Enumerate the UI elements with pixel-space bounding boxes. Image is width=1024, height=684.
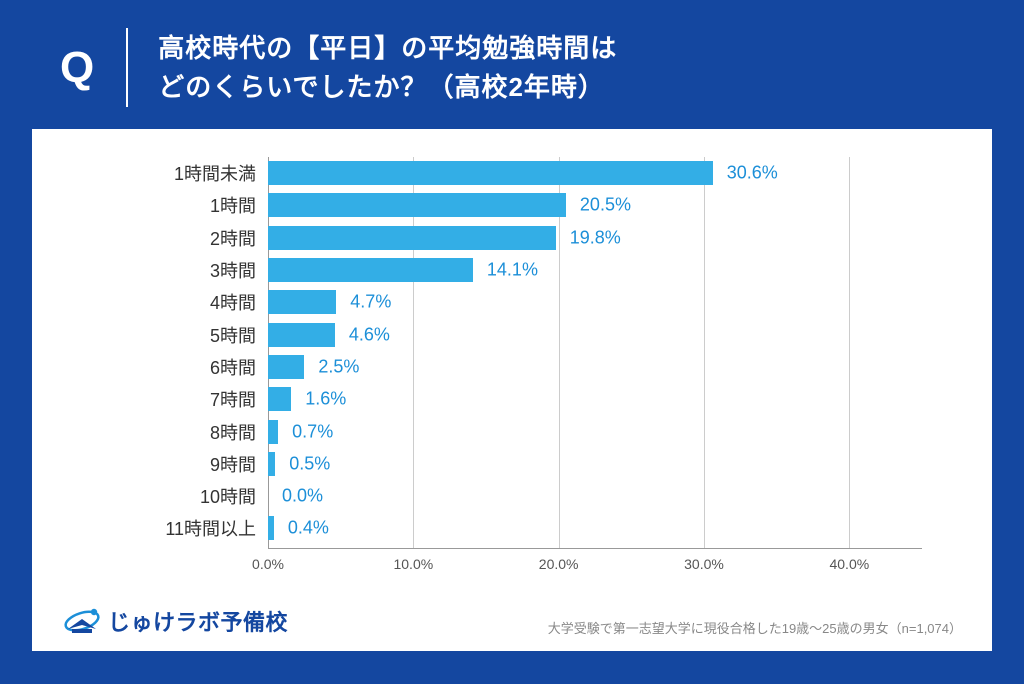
bar-row: 1時間20.5% bbox=[268, 193, 922, 217]
bar-value-label: 4.6% bbox=[349, 324, 390, 345]
bar-row: 10時間0.0% bbox=[268, 484, 922, 508]
bar bbox=[268, 420, 278, 444]
x-tick-label: 20.0% bbox=[539, 556, 579, 572]
y-category-label: 1時間未満 bbox=[76, 160, 256, 186]
bar-row: 9時間0.5% bbox=[268, 452, 922, 476]
x-tick-label: 30.0% bbox=[684, 556, 724, 572]
bar-row: 1時間未満30.6% bbox=[268, 161, 922, 185]
chart-card: 0.0%10.0%20.0%30.0%40.0%1時間未満30.6%1時間20.… bbox=[32, 129, 992, 651]
bar-value-label: 19.8% bbox=[570, 227, 621, 248]
y-category-label: 10時間 bbox=[76, 483, 256, 509]
bar-value-label: 0.4% bbox=[288, 518, 329, 539]
y-category-label: 11時間以上 bbox=[76, 515, 256, 541]
bar-value-label: 14.1% bbox=[487, 260, 538, 281]
bar-row: 8時間0.7% bbox=[268, 420, 922, 444]
q-mark: Q bbox=[60, 28, 128, 107]
x-tick-label: 40.0% bbox=[829, 556, 869, 572]
bar bbox=[268, 323, 335, 347]
bar-value-label: 20.5% bbox=[580, 195, 631, 216]
bar-row: 6時間2.5% bbox=[268, 355, 922, 379]
chart-plot: 0.0%10.0%20.0%30.0%40.0%1時間未満30.6%1時間20.… bbox=[268, 157, 922, 549]
bar-value-label: 4.7% bbox=[350, 292, 391, 313]
y-category-label: 8時間 bbox=[76, 419, 256, 445]
bar bbox=[268, 193, 566, 217]
question-text: 高校時代の【平日】の平均勉強時間は どのくらいでしたか？（高校2年時） bbox=[158, 29, 617, 107]
bar bbox=[268, 516, 274, 540]
bar-value-label: 0.0% bbox=[282, 486, 323, 507]
bar-value-label: 1.6% bbox=[305, 389, 346, 410]
logo-text: じゅけラボ予備校 bbox=[108, 605, 288, 637]
bar bbox=[268, 290, 336, 314]
y-category-label: 3時間 bbox=[76, 257, 256, 283]
question-line-1: 高校時代の【平日】の平均勉強時間は bbox=[158, 29, 617, 68]
bar bbox=[268, 258, 473, 282]
bar-row: 4時間4.7% bbox=[268, 290, 922, 314]
logo-icon bbox=[62, 605, 102, 637]
bar-row: 2時間19.8% bbox=[268, 226, 922, 250]
y-category-label: 9時間 bbox=[76, 451, 256, 477]
footnote: 大学受験で第一志望大学に現役合格した19歳～25歳の男女（n=1,074） bbox=[548, 618, 962, 637]
bar-value-label: 0.7% bbox=[292, 421, 333, 442]
bar-row: 5時間4.6% bbox=[268, 323, 922, 347]
bar-value-label: 2.5% bbox=[318, 356, 359, 377]
y-category-label: 5時間 bbox=[76, 322, 256, 348]
card-footer: じゅけラボ予備校 大学受験で第一志望大学に現役合格した19歳～25歳の男女（n=… bbox=[62, 605, 962, 637]
y-category-label: 7時間 bbox=[76, 386, 256, 412]
bar bbox=[268, 387, 291, 411]
bar bbox=[268, 161, 713, 185]
bar bbox=[268, 226, 556, 250]
bar-row: 7時間1.6% bbox=[268, 387, 922, 411]
bar-row: 3時間14.1% bbox=[268, 258, 922, 282]
y-category-label: 4時間 bbox=[76, 289, 256, 315]
x-tick-label: 10.0% bbox=[393, 556, 433, 572]
bar-row: 11時間以上0.4% bbox=[268, 516, 922, 540]
question-line-2: どのくらいでしたか？（高校2年時） bbox=[158, 68, 617, 107]
logo: じゅけラボ予備校 bbox=[62, 605, 288, 637]
y-category-label: 1時間 bbox=[76, 192, 256, 218]
y-category-label: 2時間 bbox=[76, 225, 256, 251]
bar-value-label: 30.6% bbox=[727, 163, 778, 184]
y-category-label: 6時間 bbox=[76, 354, 256, 380]
chart-area: 0.0%10.0%20.0%30.0%40.0%1時間未満30.6%1時間20.… bbox=[72, 157, 952, 577]
bar bbox=[268, 355, 304, 379]
bar-value-label: 0.5% bbox=[289, 453, 330, 474]
x-tick-label: 0.0% bbox=[252, 556, 284, 572]
bar bbox=[268, 452, 275, 476]
header: Q 高校時代の【平日】の平均勉強時間は どのくらいでしたか？（高校2年時） bbox=[0, 0, 1024, 129]
